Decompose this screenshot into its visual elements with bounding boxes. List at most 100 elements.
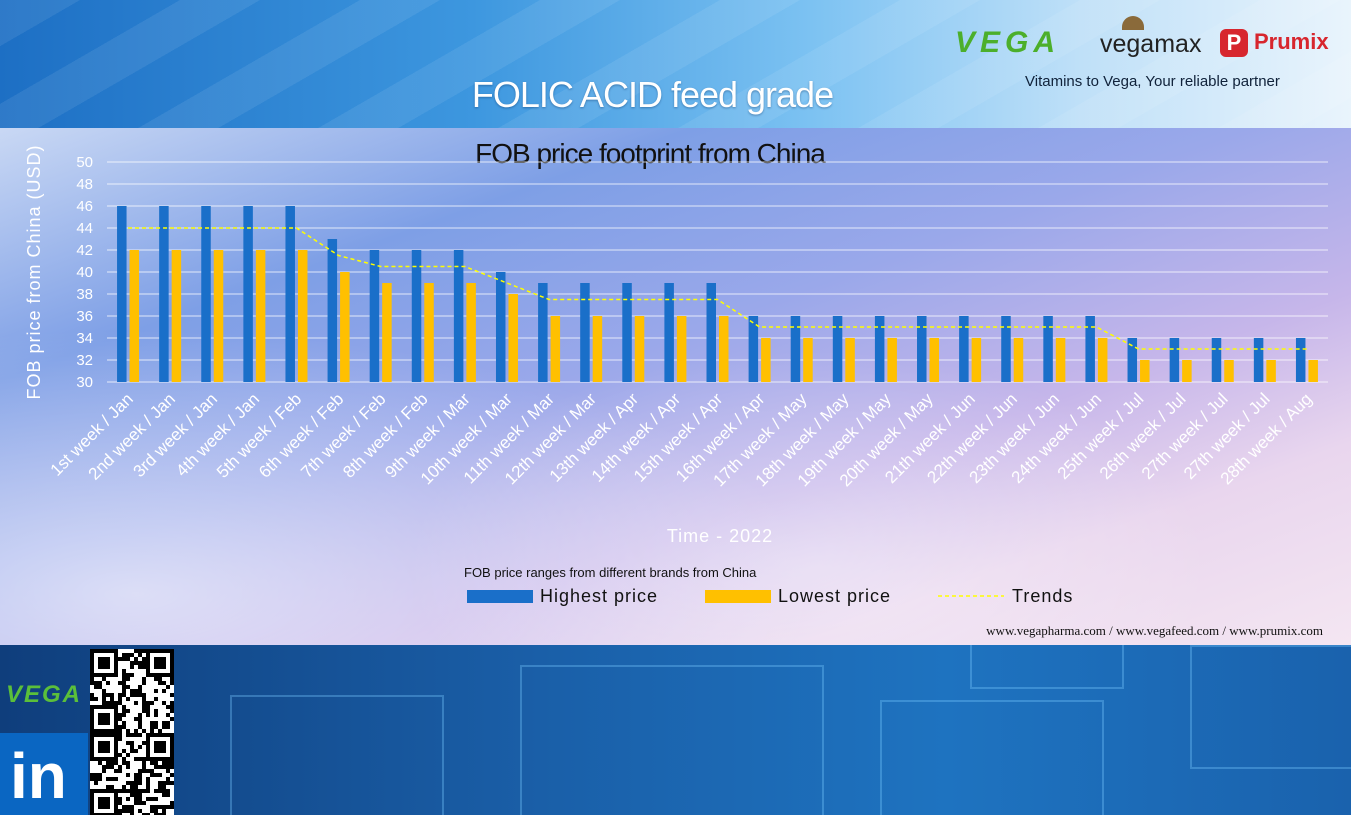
bar-lowest-price	[171, 250, 182, 382]
bar-highest-price	[1295, 338, 1306, 382]
y-tick-label: 36	[76, 308, 93, 325]
bar-lowest-price	[761, 338, 771, 382]
legend-swatch-lowest	[705, 590, 771, 603]
trend-line	[128, 227, 1307, 350]
x-axis-label: Time - 2022	[667, 526, 773, 546]
chart-title: FOB price footprint from China	[475, 138, 826, 169]
vegamax-mark-icon	[1122, 16, 1144, 30]
price-chart: FOB price footprint from China 30 32 34 36 38…	[24, 138, 1328, 638]
bar-lowest-price	[887, 338, 897, 382]
y-axis-label: FOB price from China (USD)	[24, 144, 44, 399]
qr-code-icon[interactable]	[90, 733, 174, 815]
bar-highest-price	[1001, 316, 1011, 382]
bar-highest-price	[369, 250, 380, 382]
bar-highest-price	[664, 283, 674, 382]
y-tick-label: 30	[76, 374, 93, 391]
bar-highest-price	[622, 283, 632, 382]
bar-lowest-price	[129, 250, 140, 382]
y-tick-label: 46	[76, 198, 93, 215]
bar-highest-price	[959, 316, 969, 382]
website-links: www.vegapharma.com / www.vegafeed.com / …	[986, 623, 1323, 638]
decor-box	[1190, 645, 1351, 769]
bar-lowest-price	[508, 294, 518, 382]
legend-label-trends: Trends	[1012, 586, 1073, 606]
bar-lowest-price	[676, 316, 687, 382]
footer-vega-logo[interactable]: VEGA	[6, 681, 83, 708]
bar-highest-price	[832, 316, 843, 382]
bar-lowest-price	[1140, 360, 1150, 382]
chart-panel: FOB price footprint from China 30 32 34 36 38…	[0, 128, 1351, 645]
bar-lowest-price	[1266, 360, 1276, 382]
y-tick-label: 48	[76, 176, 93, 193]
vega-logo[interactable]: VEGA	[955, 26, 1061, 59]
bar-highest-price	[243, 206, 253, 382]
bar-lowest-price	[1308, 360, 1318, 382]
legend-label-highest: Highest price	[540, 586, 658, 606]
bar-highest-price	[411, 250, 422, 382]
bar-highest-price	[1127, 338, 1138, 382]
bar-highest-price	[285, 206, 295, 382]
legend-swatch-highest	[467, 590, 533, 603]
y-tick-label: 44	[76, 220, 93, 237]
vegamax-logo-text: vegamax	[1100, 30, 1202, 58]
bar-lowest-price	[1224, 360, 1234, 382]
legend-title: FOB price ranges from different brands f…	[464, 565, 757, 580]
bar-lowest-price	[340, 272, 350, 382]
prumix-logo-text: Prumix	[1254, 29, 1329, 54]
y-tick-label: 38	[76, 286, 93, 303]
brand-logos: VEGA vegamax P Prumix	[955, 16, 1345, 66]
bar-highest-price	[580, 283, 590, 382]
bar-highest-price	[201, 206, 211, 382]
tagline: Vitamins to Vega, Your reliable partner	[1025, 73, 1280, 90]
qr-code-icon[interactable]	[90, 649, 174, 733]
bar-lowest-price	[550, 316, 561, 382]
bar-lowest-price	[382, 283, 392, 382]
bar-lowest-price	[929, 338, 940, 382]
y-tick-label: 34	[76, 330, 93, 347]
bar-highest-price	[874, 316, 885, 382]
bar-lowest-price	[1055, 338, 1066, 382]
bar-lowest-price	[719, 316, 729, 382]
y-tick-label: 32	[76, 352, 93, 369]
bar-lowest-price	[592, 316, 603, 382]
bar-lowest-price	[1013, 338, 1024, 382]
vegamax-logo[interactable]: vegamax	[1100, 16, 1202, 59]
decor-box	[970, 645, 1124, 689]
bar-highest-price	[538, 283, 548, 382]
bar-lowest-price	[424, 283, 434, 382]
bar-lowest-price	[971, 338, 982, 382]
bar-lowest-price	[845, 338, 855, 382]
bar-highest-price	[748, 316, 759, 382]
bar-lowest-price	[297, 250, 308, 382]
bar-lowest-price	[634, 316, 645, 382]
bar-lowest-price	[1182, 360, 1192, 382]
decor-box	[520, 665, 824, 815]
bar-highest-price	[159, 206, 169, 382]
bar-highest-price	[1211, 338, 1222, 382]
bar-highest-price	[117, 206, 127, 382]
y-tick-label: 42	[76, 242, 93, 259]
linkedin-icon-text: in	[10, 740, 67, 812]
page-title: FOLIC ACID feed grade	[471, 74, 834, 115]
bar-lowest-price	[466, 283, 476, 382]
bar-highest-price	[1169, 338, 1180, 382]
legend-label-lowest: Lowest price	[778, 586, 891, 606]
bar-highest-price	[790, 316, 801, 382]
bar-highest-price	[917, 316, 927, 382]
bar-highest-price	[706, 283, 716, 382]
linkedin-icon[interactable]: in	[0, 733, 88, 815]
decor-box	[880, 700, 1104, 815]
prumix-mark-icon: P	[1220, 29, 1248, 57]
y-tick-label: 50	[76, 154, 93, 171]
bar-highest-price	[495, 272, 506, 382]
bar-highest-price	[327, 239, 338, 382]
y-tick-label: 40	[76, 264, 93, 281]
bar-highest-price	[1043, 316, 1053, 382]
bar-lowest-price	[213, 250, 224, 382]
bar-lowest-price	[1097, 338, 1108, 382]
bar-lowest-price	[255, 250, 266, 382]
bar-lowest-price	[803, 338, 813, 382]
bar-highest-price	[1085, 316, 1095, 382]
bar-highest-price	[1253, 338, 1264, 382]
